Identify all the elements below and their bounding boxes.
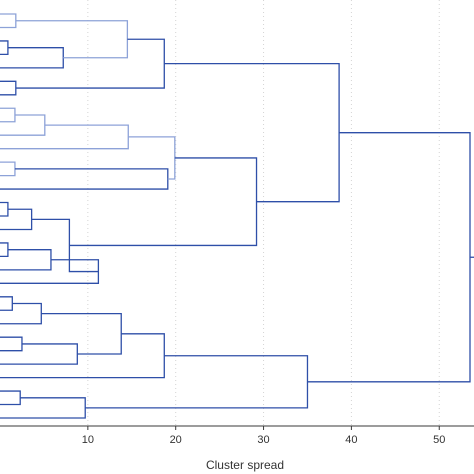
dendrogram-link-m24 [0, 343, 78, 365]
x-tick-label-20: 20 [170, 434, 182, 446]
dendrogram-link-m11 [0, 168, 169, 190]
dendrogram-link-m3 [0, 47, 64, 69]
dendrogram-link-m28 [0, 397, 86, 419]
dendrogram-link-m12 [128, 136, 176, 180]
dendrogram-link-m6 [15, 38, 165, 89]
grid-lines [87, 0, 440, 426]
dendrogram-link-m14 [0, 208, 33, 231]
dendrogram-link-m19 [69, 157, 258, 247]
dendrogram-link-m30 [307, 132, 471, 383]
dendrogram-link-m2 [0, 40, 9, 56]
x-tick-label-40: 40 [345, 434, 357, 446]
x-tick-label-10: 10 [82, 434, 94, 446]
dendrogram-link-m7 [0, 107, 16, 123]
dendrogram-link-m4 [15, 20, 129, 59]
dendrogram-link-m13 [0, 201, 9, 217]
x-tick-label-50: 50 [433, 434, 445, 446]
x-tick-label-30: 30 [257, 434, 269, 446]
dendrogram-link-m1 [0, 13, 17, 29]
dendrogram-link-m23 [0, 336, 23, 352]
dendrogram-link-m5 [0, 80, 17, 96]
dendrogram-link-m25 [41, 312, 122, 355]
dendrogram-link-m21 [0, 296, 13, 311]
dendrogram-link-m9 [0, 124, 129, 150]
x-axis-ticks: 10 20 30 40 50 [82, 426, 445, 446]
dendrogram-links [0, 13, 474, 419]
dendrogram-link-m26 [0, 333, 165, 379]
dendrogram-link-m15 [0, 242, 9, 258]
dendrogram-link-m22 [0, 302, 42, 325]
dendrogram-link-m29 [85, 355, 309, 409]
dendrogram-link-m10 [0, 161, 16, 177]
dendrogram-link-m27 [0, 390, 21, 406]
dendrogram-link-m20 [164, 63, 340, 203]
dendrogram-link-m8 [0, 114, 46, 136]
x-axis-title: Cluster spread [206, 458, 284, 472]
